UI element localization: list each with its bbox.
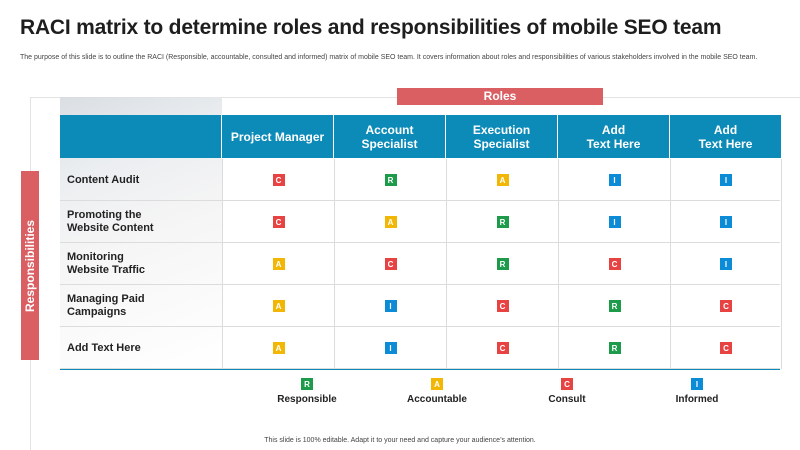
footer-note: This slide is 100% editable. Adapt it to… xyxy=(264,437,536,444)
raci-badge: I xyxy=(608,216,621,228)
raci-badge: C xyxy=(496,342,509,354)
matrix-bottom-line xyxy=(60,369,780,370)
matrix-cell: I xyxy=(670,201,782,243)
matrix-cell: R xyxy=(334,159,446,201)
header-corner-cell xyxy=(60,115,222,158)
row-label: Promoting the Website Content xyxy=(67,209,154,234)
matrix-cell: C xyxy=(334,243,446,285)
raci-badge: I xyxy=(720,216,732,228)
raci-badge: I xyxy=(384,300,397,312)
legend-item: I Informed xyxy=(642,378,752,405)
legend-label: Informed xyxy=(675,394,719,405)
raci-badge: C xyxy=(720,342,732,354)
slide-description: The purpose of this slide is to outline … xyxy=(20,54,758,61)
raci-badge: R xyxy=(496,258,509,270)
raci-badge: I xyxy=(720,258,732,270)
legend-item: A Accountable xyxy=(382,378,492,405)
responsibilities-label: Responsibilities xyxy=(23,219,37,312)
raci-badge: A xyxy=(272,342,285,354)
raci-badge: A xyxy=(384,216,397,228)
legend-badge: C xyxy=(561,378,573,390)
legend-badge: A xyxy=(431,378,443,390)
slide-title: RACI matrix to determine roles and respo… xyxy=(20,16,722,39)
raci-badge: R xyxy=(496,216,509,228)
legend-badge: R xyxy=(301,378,313,390)
column-header: Account Specialist xyxy=(334,115,446,158)
legend-item: R Responsible xyxy=(252,378,362,405)
matrix-cell: I xyxy=(558,201,670,243)
matrix-cell: C xyxy=(670,327,782,369)
raci-badge: C xyxy=(384,258,397,270)
legend-label: Consult xyxy=(548,394,586,405)
raci-badge: I xyxy=(384,342,397,354)
legend-label: Accountable xyxy=(406,394,467,405)
raci-badge: A xyxy=(272,300,285,312)
matrix-cell: A xyxy=(222,243,334,285)
matrix-cell: C xyxy=(446,327,558,369)
table-row: Managing Paid Campaigns A I C R C xyxy=(60,285,782,327)
matrix-cell: A xyxy=(222,285,334,327)
matrix-cell: C xyxy=(446,285,558,327)
responsibilities-banner: Responsibilities xyxy=(21,171,39,360)
matrix-cell: I xyxy=(670,159,782,201)
matrix-cell: I xyxy=(334,285,446,327)
column-header: Project Manager xyxy=(222,115,334,158)
raci-badge: A xyxy=(272,258,285,270)
raci-badge: C xyxy=(272,216,285,228)
matrix-cell: A xyxy=(222,327,334,369)
column-header: Execution Specialist xyxy=(446,115,558,158)
legend-item: C Consult xyxy=(512,378,622,405)
column-header: Add Text Here xyxy=(558,115,670,158)
raci-badge: I xyxy=(720,174,732,186)
table-row: Content Audit C R A I I xyxy=(60,159,782,201)
roles-banner: Roles xyxy=(397,88,603,105)
table-row: Monitoring Website Traffic A C R C I xyxy=(60,243,782,285)
raci-badge: C xyxy=(608,258,621,270)
matrix-cell: C xyxy=(222,201,334,243)
matrix-cell: R xyxy=(446,243,558,285)
column-header: Add Text Here xyxy=(670,115,782,158)
raci-badge: C xyxy=(272,174,285,186)
matrix-cell: C xyxy=(670,285,782,327)
matrix-cell: A xyxy=(334,201,446,243)
matrix-header-row: Project Manager Account Specialist Executio… xyxy=(60,115,782,158)
raci-badge: R xyxy=(608,342,621,354)
matrix-cell: I xyxy=(334,327,446,369)
row-label: Managing Paid Campaigns xyxy=(67,293,145,318)
matrix-cell: R xyxy=(558,327,670,369)
raci-badge: C xyxy=(720,300,732,312)
raci-badge: A xyxy=(496,174,509,186)
legend-label: Responsible xyxy=(277,394,337,405)
row-label: Add Text Here xyxy=(67,341,141,354)
matrix-cell: A xyxy=(446,159,558,201)
matrix-cell: R xyxy=(446,201,558,243)
matrix-cell: C xyxy=(558,243,670,285)
matrix-cell: I xyxy=(670,243,782,285)
raci-badge: C xyxy=(496,300,509,312)
raci-badge: I xyxy=(608,174,621,186)
table-row: Promoting the Website Content C A R I I xyxy=(60,201,782,243)
matrix-cell: I xyxy=(558,159,670,201)
row-label: Content Audit xyxy=(67,173,140,186)
row-label: Monitoring Website Traffic xyxy=(67,251,146,276)
legend-badge: I xyxy=(691,378,703,390)
raci-badge: R xyxy=(608,300,621,312)
raci-badge: R xyxy=(384,174,397,186)
matrix-cell: C xyxy=(222,159,334,201)
matrix-cell: R xyxy=(558,285,670,327)
table-row: Add Text Here A I C R C xyxy=(60,327,782,369)
